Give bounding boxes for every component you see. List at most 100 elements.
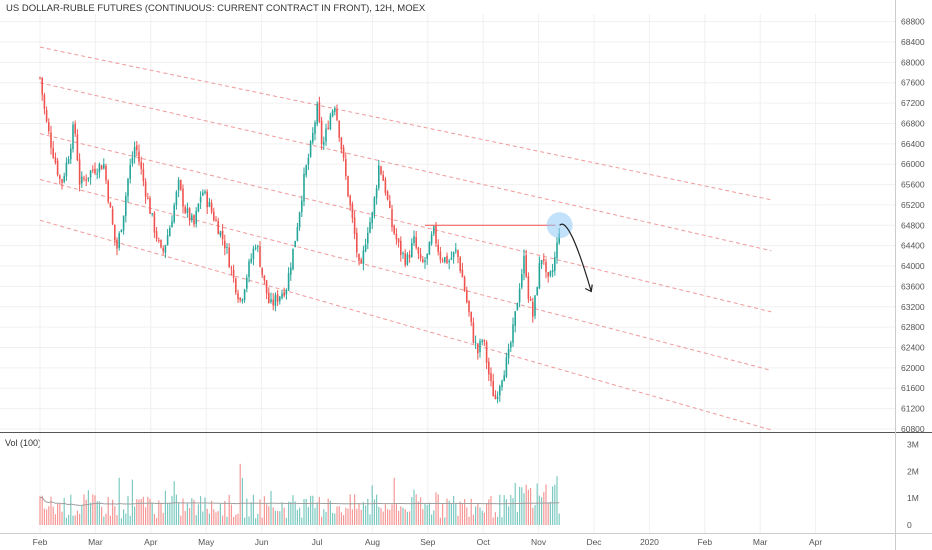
volume-bar xyxy=(136,499,138,525)
candle-body xyxy=(81,176,83,184)
volume-bar xyxy=(558,513,560,525)
candle-body xyxy=(138,151,140,162)
volume-bar xyxy=(431,514,433,525)
candle-body xyxy=(521,274,523,288)
volume-bar xyxy=(459,501,461,525)
candle-body xyxy=(76,134,79,161)
candle-body xyxy=(474,342,477,344)
volume-bar xyxy=(492,517,494,525)
volume-bar xyxy=(376,494,378,525)
volume-pane-label: Vol (100) xyxy=(5,438,42,448)
candle-body xyxy=(468,300,470,313)
candle-body xyxy=(290,267,292,275)
time-tick-label: 2020 xyxy=(640,537,659,547)
volume-bar xyxy=(197,504,199,525)
channel-line xyxy=(39,46,772,201)
candle-body xyxy=(395,233,398,240)
candle-body xyxy=(389,200,391,208)
volume-bar xyxy=(285,517,287,525)
candle-body xyxy=(169,227,171,237)
candle-body xyxy=(380,166,382,175)
candle-body xyxy=(362,250,365,264)
candle-body xyxy=(360,259,362,264)
candle-body xyxy=(39,77,41,79)
volume-bar xyxy=(186,503,188,525)
volume-bar xyxy=(140,498,142,525)
volume-bar xyxy=(123,509,125,525)
candle-body xyxy=(237,293,239,300)
candle-body xyxy=(202,192,204,196)
volume-bar xyxy=(382,511,384,525)
volume-bar xyxy=(483,512,485,525)
candle-body xyxy=(228,247,230,268)
price-tick-label: 64400 xyxy=(901,241,925,251)
volume-bar xyxy=(543,492,545,525)
candle-body xyxy=(325,128,327,142)
candle-body xyxy=(230,267,233,269)
volume-bar xyxy=(65,517,67,525)
volume-bar xyxy=(105,513,107,525)
volume-bar xyxy=(373,499,375,525)
grid-lines xyxy=(0,14,895,533)
volume-bar xyxy=(365,505,367,525)
candle-body xyxy=(232,269,235,278)
candle-body xyxy=(481,340,483,343)
volume-bar xyxy=(83,494,85,525)
time-tick-label: May xyxy=(198,537,215,547)
volume-bar xyxy=(70,494,72,525)
price-tick-label: 66400 xyxy=(901,139,925,149)
volume-bar xyxy=(503,495,505,525)
candle-body xyxy=(235,278,237,293)
candle-body xyxy=(375,187,378,199)
volume-bar xyxy=(424,503,426,525)
candle-body xyxy=(488,361,490,375)
volume-bar xyxy=(259,499,261,525)
candle-body xyxy=(188,208,191,221)
candle-body xyxy=(155,231,158,240)
volume-bar xyxy=(468,516,470,525)
candle-body xyxy=(98,164,101,173)
candle-body xyxy=(391,208,393,228)
candle-body xyxy=(133,147,136,158)
volume-bar xyxy=(437,494,439,525)
candle-body xyxy=(274,295,277,306)
volume-bar xyxy=(281,502,283,525)
candle-body xyxy=(490,373,492,381)
volume-bar xyxy=(195,515,197,525)
candle-body xyxy=(114,224,116,241)
candle-body xyxy=(320,120,323,145)
volume-bar xyxy=(211,500,213,525)
volume-bar xyxy=(171,495,173,525)
volume-bar xyxy=(505,499,507,525)
time-tick-label: Apr xyxy=(144,537,157,547)
candle-body xyxy=(501,380,503,388)
price-candles xyxy=(39,76,560,404)
candle-body xyxy=(422,259,424,262)
price-tick-label: 65600 xyxy=(901,180,925,190)
candle-body xyxy=(199,196,202,203)
volume-bar xyxy=(516,511,518,525)
volume-bar xyxy=(169,502,171,525)
volume-bar xyxy=(455,503,457,525)
time-tick-label: Mar xyxy=(753,537,768,547)
volume-bar xyxy=(98,501,100,525)
candle-body xyxy=(518,288,521,303)
volume-bar xyxy=(450,502,452,525)
volume-bar xyxy=(470,498,472,525)
volume-bar xyxy=(296,509,298,525)
volume-bar xyxy=(523,493,525,525)
candle-body xyxy=(301,200,303,213)
volume-bar xyxy=(340,512,342,525)
candle-body xyxy=(107,180,109,202)
volume-bar xyxy=(274,510,276,525)
volume-bar xyxy=(68,514,70,525)
volume-bar xyxy=(420,497,422,525)
volume-bar xyxy=(314,508,316,525)
candle-body xyxy=(505,357,508,377)
volume-bar xyxy=(457,515,459,525)
volume-bar xyxy=(129,515,131,525)
candle-body xyxy=(439,251,442,260)
volume-bar xyxy=(371,485,373,525)
volume-bar xyxy=(228,494,230,525)
